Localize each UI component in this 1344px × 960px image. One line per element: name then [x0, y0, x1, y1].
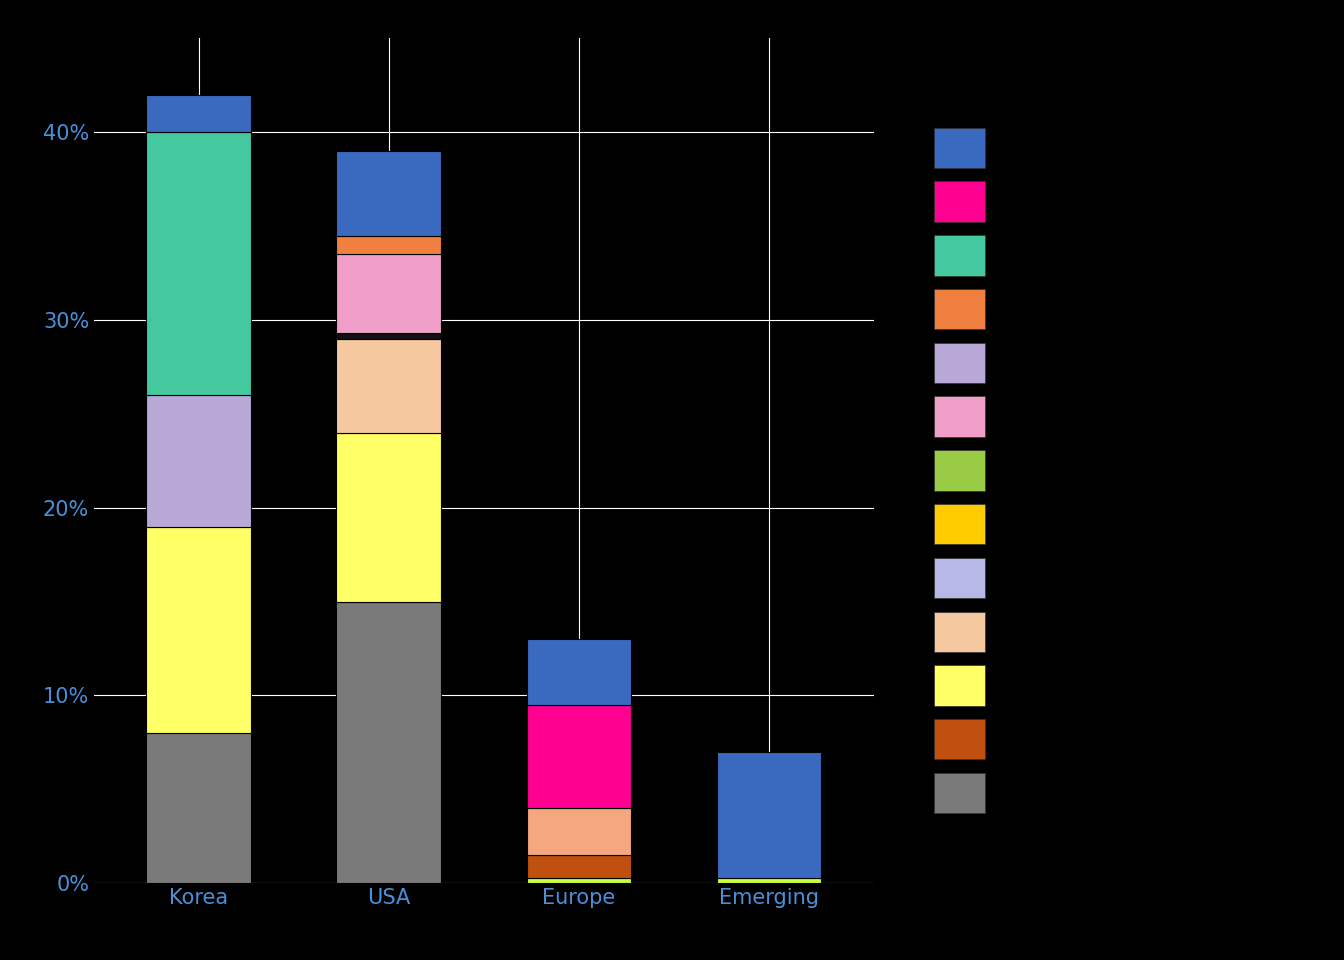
Bar — [527, 855, 632, 877]
Bar — [336, 339, 441, 433]
Bar — [527, 808, 632, 855]
Bar — [716, 877, 821, 883]
Bar — [146, 733, 251, 883]
Bar — [146, 396, 251, 526]
Bar — [336, 333, 441, 339]
Bar — [527, 705, 632, 808]
Bar — [527, 639, 632, 705]
Bar — [336, 254, 441, 333]
Bar — [716, 752, 821, 877]
Bar — [336, 602, 441, 883]
Bar — [336, 235, 441, 254]
Bar — [336, 151, 441, 235]
Bar — [146, 132, 251, 396]
Bar — [146, 526, 251, 733]
Bar — [527, 877, 632, 883]
Bar — [146, 95, 251, 132]
Bar — [336, 433, 441, 602]
